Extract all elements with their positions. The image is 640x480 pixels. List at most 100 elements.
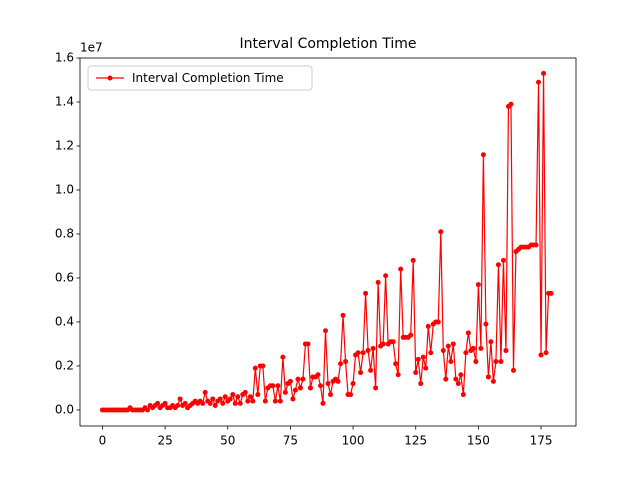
y-tick-label: 1.6: [55, 51, 74, 65]
data-point: [350, 381, 356, 387]
data-point: [242, 389, 248, 395]
x-tick-label: 100: [342, 434, 365, 448]
data-point: [287, 378, 293, 384]
data-point: [300, 376, 306, 382]
data-point: [328, 392, 334, 398]
data-point: [325, 381, 331, 387]
legend-box: [87, 65, 313, 91]
data-point: [227, 396, 233, 402]
data-point: [485, 374, 491, 380]
data-point: [423, 365, 429, 371]
data-point: [380, 341, 386, 347]
data-point: [375, 279, 381, 285]
data-point: [305, 341, 311, 347]
data-point: [177, 396, 183, 402]
data-point: [360, 350, 366, 356]
data-point: [480, 152, 486, 158]
data-point: [358, 370, 364, 376]
data-point: [230, 392, 236, 398]
data-point: [478, 345, 484, 351]
y-tick-label: 1.0: [55, 182, 74, 196]
data-point: [488, 339, 494, 345]
x-tick-label: 50: [220, 434, 235, 448]
data-point: [322, 328, 328, 334]
x-tick-label: 25: [157, 434, 172, 448]
data-point: [270, 383, 276, 389]
data-point: [508, 101, 514, 107]
y-tick-label: 0.6: [55, 270, 74, 284]
plot-frame: [79, 57, 577, 427]
data-point: [247, 394, 253, 400]
data-point: [363, 290, 369, 296]
y-tick-label: 0.0: [55, 402, 74, 416]
y-tick-label: 1.4: [55, 94, 74, 108]
data-point: [463, 350, 469, 356]
data-point: [260, 363, 266, 369]
data-point: [460, 392, 466, 398]
data-point: [295, 376, 301, 382]
data-point: [255, 392, 261, 398]
data-point: [435, 319, 441, 325]
data-point: [383, 273, 389, 279]
y-tick-label: 0.4: [55, 314, 74, 328]
data-point: [533, 242, 539, 248]
data-point: [200, 400, 206, 406]
x-tick-label: 125: [404, 434, 427, 448]
data-point: [145, 407, 151, 413]
data-point: [410, 257, 416, 263]
data-point: [217, 396, 223, 402]
data-point: [493, 359, 499, 365]
data-point: [465, 330, 471, 336]
data-point: [470, 345, 476, 351]
legend-marker: [107, 75, 113, 81]
data-point: [503, 348, 509, 354]
data-point: [418, 381, 424, 387]
data-point: [440, 348, 446, 354]
data-point: [212, 403, 218, 409]
data-point: [335, 378, 341, 384]
data-point: [315, 372, 321, 378]
data-point: [490, 378, 496, 384]
data-point: [455, 381, 461, 387]
data-point: [408, 332, 414, 338]
data-point: [453, 376, 459, 382]
data-point: [445, 343, 451, 349]
data-point: [438, 229, 444, 235]
data-point: [292, 387, 298, 393]
data-point: [355, 350, 361, 356]
data-point: [498, 359, 504, 365]
data-point: [473, 359, 479, 365]
data-point: [252, 365, 258, 371]
data-point: [237, 400, 243, 406]
data-point: [182, 400, 188, 406]
data-point: [495, 262, 501, 268]
data-point: [232, 400, 238, 406]
data-point: [262, 398, 268, 404]
data-point: [510, 367, 516, 373]
data-point: [210, 396, 216, 402]
data-point: [448, 359, 454, 365]
data-point: [290, 396, 296, 402]
data-point: [475, 282, 481, 288]
data-point: [245, 398, 251, 404]
data-point: [338, 361, 344, 367]
data-point: [543, 350, 549, 356]
data-point: [483, 321, 489, 327]
data-point: [250, 398, 256, 404]
legend-label: Interval Completion Time: [132, 71, 284, 85]
data-point: [415, 356, 421, 362]
data-point: [395, 372, 401, 378]
data-point: [235, 394, 241, 400]
data-point: [413, 370, 419, 376]
data-point: [282, 389, 288, 395]
data-point: [297, 385, 303, 391]
y-tick-label: 1.2: [55, 138, 74, 152]
data-point: [272, 398, 278, 404]
y-tick-label: 0.2: [55, 358, 74, 372]
data-point: [320, 400, 326, 406]
data-point: [277, 398, 283, 404]
y-offset-label: 1e7: [80, 41, 103, 55]
data-point: [458, 372, 464, 378]
data-point: [420, 354, 426, 360]
